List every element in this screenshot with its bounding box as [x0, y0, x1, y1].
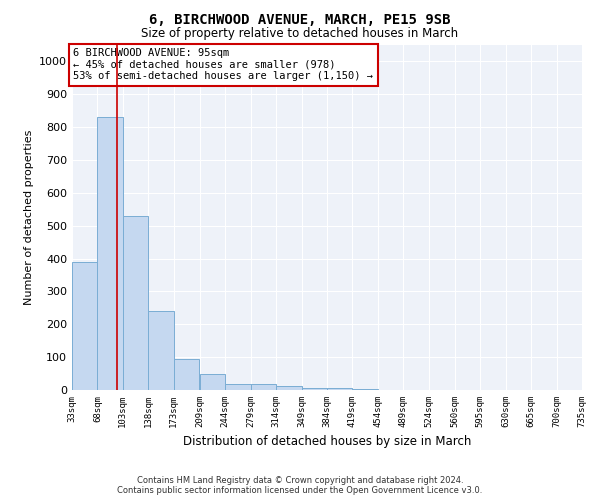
X-axis label: Distribution of detached houses by size in March: Distribution of detached houses by size … [183, 436, 471, 448]
Text: 6, BIRCHWOOD AVENUE, MARCH, PE15 9SB: 6, BIRCHWOOD AVENUE, MARCH, PE15 9SB [149, 12, 451, 26]
Bar [251, 384, 276, 390]
Bar [200, 374, 225, 390]
Text: Contains HM Land Registry data © Crown copyright and database right 2024.
Contai: Contains HM Land Registry data © Crown c… [118, 476, 482, 495]
Text: 6 BIRCHWOOD AVENUE: 95sqm
← 45% of detached houses are smaller (978)
53% of semi: 6 BIRCHWOOD AVENUE: 95sqm ← 45% of detac… [73, 48, 373, 82]
Bar [174, 359, 199, 390]
Text: Size of property relative to detached houses in March: Size of property relative to detached ho… [142, 28, 458, 40]
Bar [72, 262, 97, 390]
Bar [148, 311, 174, 390]
Bar [225, 384, 251, 390]
Bar [123, 216, 148, 390]
Bar [276, 386, 302, 390]
Bar [97, 118, 123, 390]
Y-axis label: Number of detached properties: Number of detached properties [23, 130, 34, 305]
Bar [327, 388, 352, 390]
Bar [302, 388, 327, 390]
